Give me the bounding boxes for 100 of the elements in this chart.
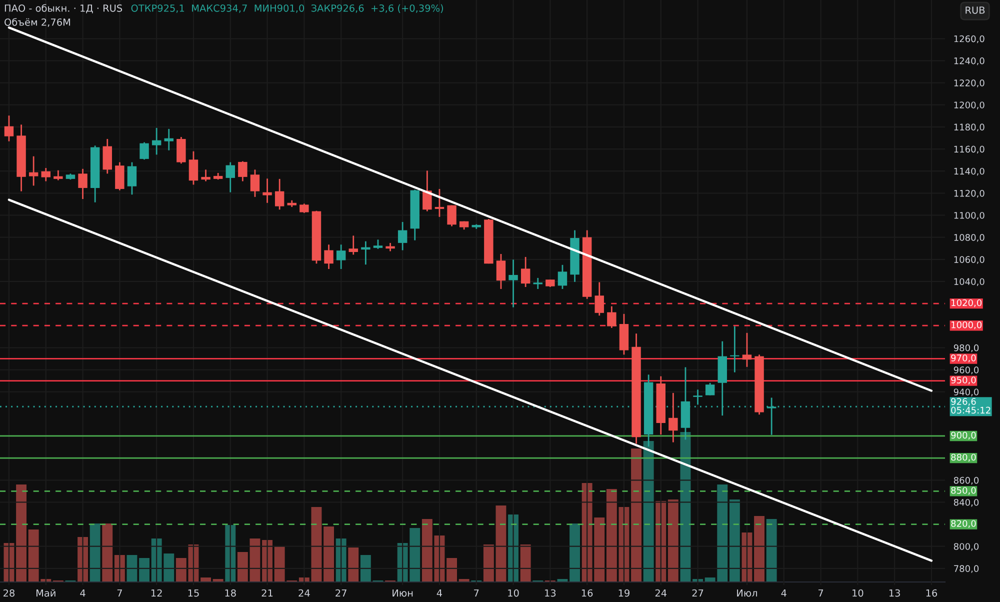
candlestick <box>422 170 432 212</box>
bar <box>631 448 642 582</box>
x-tick-label: 19 <box>618 589 630 597</box>
x-tick-label: 13 <box>889 589 900 597</box>
x-tick-label: 12 <box>151 589 162 597</box>
candlestick <box>324 244 334 270</box>
y-tick-label: 940,0 <box>954 388 979 396</box>
candlestick <box>508 258 518 308</box>
x-tick-label: 16 <box>582 589 593 597</box>
x-tick-label: 27 <box>336 589 346 597</box>
ref-line-label: 926,6 05:45:12 <box>951 398 990 414</box>
candlestick <box>496 253 506 290</box>
bar <box>643 441 654 582</box>
y-tick-label: 1100,0 <box>954 212 984 220</box>
y-tick-label: 1200,0 <box>954 102 984 110</box>
candlestick <box>730 326 740 373</box>
x-tick-label: 10 <box>852 589 864 597</box>
text: RUB <box>966 6 985 14</box>
x-tick-label: 24 <box>298 589 310 597</box>
x-tick-label: Май <box>36 589 56 597</box>
x-tick-label: 7 <box>117 589 122 597</box>
candlestick <box>115 162 124 191</box>
candlestick <box>594 282 604 316</box>
y-tick-label: 860,0 <box>954 476 979 485</box>
x-tick-label: Июн <box>392 589 413 597</box>
x-tick-label: 16 <box>926 589 938 597</box>
bar <box>16 484 27 582</box>
candlestick <box>398 221 408 251</box>
ref-line-label: 970,0 <box>951 354 976 362</box>
candlestick <box>348 234 358 256</box>
ref-line-label: 1000,0 <box>952 321 982 330</box>
y-tick-label: 1180,0 <box>954 124 984 132</box>
ref-line-label: 950,0 <box>951 376 976 384</box>
candlestick <box>607 306 616 329</box>
y-tick-label: 1040,0 <box>954 278 984 286</box>
chart-subtitle: ОТКР925,1 МАКС934,7 МИН901,0 ЗАКР926,6 +3,6 (+0,39%) <box>131 4 443 13</box>
ref-line-label: 880,0 <box>951 454 976 462</box>
y-tick-label: 840,0 <box>954 498 979 507</box>
candlestick <box>164 128 174 152</box>
x-tick-label: 4 <box>436 589 442 597</box>
bar <box>680 432 691 582</box>
candlestick <box>28 156 38 186</box>
x-tick-label: 24 <box>655 589 667 597</box>
candlestick <box>152 127 162 156</box>
candlestick <box>41 167 50 182</box>
candlestick <box>742 332 752 368</box>
candlestick <box>274 178 284 210</box>
bar <box>348 548 359 582</box>
candlestick <box>262 178 272 204</box>
x-tick-label: 18 <box>225 589 236 597</box>
y-tick-label: 960,0 <box>954 366 979 374</box>
x-tick-label: 27 <box>692 589 704 597</box>
bar <box>139 558 150 582</box>
bar <box>90 524 100 582</box>
candlestick <box>4 114 14 142</box>
x-tick-label: 4 <box>781 589 786 597</box>
candlestick <box>250 168 260 198</box>
ref-line-label: 900,0 <box>951 432 976 440</box>
bar <box>570 524 580 582</box>
ref-line-label: 820,0 <box>951 520 976 528</box>
x-tick-label: 15 <box>188 589 199 597</box>
y-tick-label: 1120,0 <box>954 190 984 198</box>
x-tick-label: Июл <box>737 589 757 597</box>
candlestick <box>705 382 715 396</box>
bar <box>324 526 334 582</box>
bar <box>729 500 740 582</box>
chart-title: Объём 2,76M <box>4 18 70 27</box>
y-tick-label: 780,0 <box>954 565 979 573</box>
candlestick <box>188 150 198 186</box>
bar <box>126 555 138 582</box>
y-tick-label: 1160,0 <box>954 146 984 154</box>
candlestick <box>693 388 702 406</box>
candlestick <box>102 138 112 174</box>
candlestick <box>558 264 568 290</box>
y-tick-label: 1140,0 <box>954 168 984 176</box>
x-tick-label: 10 <box>508 589 519 597</box>
y-tick-label: 1260,0 <box>954 35 984 44</box>
x-tick-label: 28 <box>4 589 14 597</box>
y-tick-label: 800,0 <box>954 543 979 551</box>
y-tick-label: 980,0 <box>954 344 979 352</box>
ref-line-label: 1020,0 <box>952 299 982 308</box>
y-tick-label: 1060,0 <box>954 256 984 264</box>
y-tick-label: 1080,0 <box>954 234 984 242</box>
candlestick <box>361 240 370 266</box>
candlestick <box>520 256 530 288</box>
bar <box>520 544 531 582</box>
x-tick-label: 4 <box>80 589 86 597</box>
candlestick <box>201 168 210 182</box>
candlestick <box>176 136 186 164</box>
ref-line-label: 850,0 <box>951 486 976 495</box>
x-tick-label: 13 <box>545 589 556 597</box>
candlestick <box>140 142 149 160</box>
bar <box>446 558 457 582</box>
bar <box>668 500 678 582</box>
bar <box>102 524 113 582</box>
candlestick <box>54 170 63 181</box>
candlestick <box>336 244 346 270</box>
bar <box>766 519 777 582</box>
candlestick <box>300 202 309 214</box>
candlestick <box>373 238 383 250</box>
